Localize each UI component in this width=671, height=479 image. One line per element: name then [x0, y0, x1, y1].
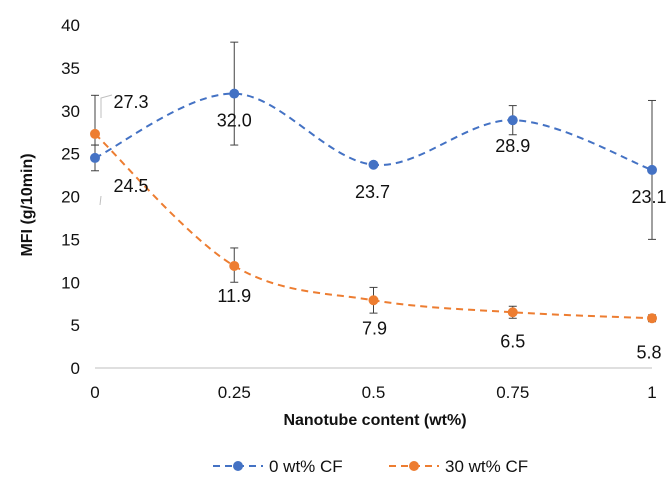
leader-line [99, 195, 102, 206]
series-line-2 [94, 133, 653, 320]
legend-label: 0 wt% CF [269, 457, 343, 476]
y-tick-label: 15 [61, 230, 80, 249]
x-tick-label: 0.5 [362, 383, 386, 402]
data-label: 23.7 [355, 182, 390, 202]
legend: 0 wt% CF 30 wt% CF [213, 457, 528, 476]
data-point-1 [90, 152, 100, 163]
x-tick-label: 0 [90, 383, 99, 402]
series-lines [94, 92, 653, 320]
y-tick-label: 5 [71, 316, 80, 335]
legend-label: 30 wt% CF [445, 457, 528, 476]
y-tick-label: 25 [61, 145, 80, 164]
y-tick-label: 20 [61, 188, 80, 207]
data-point-2 [368, 295, 379, 306]
data-point-2 [229, 260, 240, 271]
data-label: 24.5 [113, 176, 148, 196]
data-label: 5.8 [636, 342, 661, 362]
legend-swatch-marker [409, 461, 419, 471]
data-point-2 [90, 128, 100, 139]
data-labels: 24.5 32.0 23.7 28.9 23.1 27.3 11.9 7.9 6.5 5.8 [99, 92, 667, 362]
data-points [90, 88, 657, 324]
data-point-2 [507, 307, 518, 318]
data-label: 6.5 [500, 331, 525, 351]
data-label: 23.1 [631, 187, 666, 207]
leader-line [100, 94, 113, 118]
data-point-1 [368, 159, 379, 170]
data-label: 28.9 [495, 136, 530, 156]
y-tick-label: 30 [61, 102, 80, 121]
y-tick-label: 10 [61, 273, 80, 292]
y-axis-title: MFI (g/10min) [19, 153, 36, 256]
data-label: 32.0 [217, 111, 252, 131]
data-label: 27.3 [113, 92, 148, 112]
y-tick-label: 0 [71, 359, 80, 378]
legend-swatch-marker [233, 461, 243, 471]
data-point-1 [507, 115, 518, 126]
x-tick-label: 0.75 [496, 383, 529, 402]
data-point-1 [229, 88, 240, 99]
x-axis-title: Nanotube content (wt%) [283, 412, 466, 429]
y-tick-label: 35 [61, 59, 80, 78]
data-label: 7.9 [362, 318, 387, 338]
data-label: 11.9 [217, 286, 251, 306]
y-tick-label: 40 [61, 16, 80, 35]
x-tick-label: 0.25 [218, 383, 251, 402]
axes: 0 5 10 15 20 25 30 35 40 0 0.25 0.5 0.75 1 [61, 16, 657, 402]
data-point-2 [647, 313, 657, 324]
series-line-1 [94, 92, 653, 171]
x-tick-label: 1 [647, 383, 656, 402]
data-point-1 [647, 164, 657, 175]
